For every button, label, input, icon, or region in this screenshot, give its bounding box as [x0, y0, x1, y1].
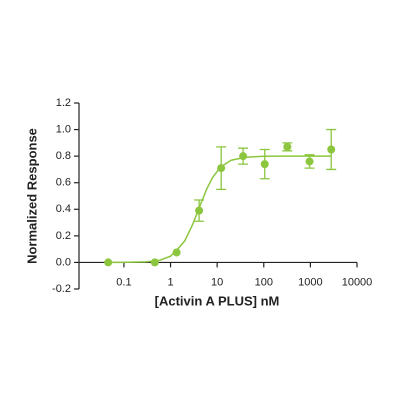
- y-tick-label: 0.6: [56, 177, 71, 189]
- x-tick-label: 100: [255, 276, 273, 288]
- y-tick-label: 1.2: [56, 97, 71, 109]
- x-axis-label: [Activin A PLUS] nM: [155, 293, 280, 308]
- y-tick-label: -0.2: [52, 283, 71, 295]
- x-tick-label: 0.1: [116, 276, 131, 288]
- data-point: [217, 164, 226, 173]
- data-point: [239, 152, 248, 161]
- y-tick-label: 0.4: [56, 203, 71, 215]
- x-tick-label: 10: [211, 276, 223, 288]
- fit-curve: [108, 155, 332, 264]
- x-tick-label: 10000: [342, 276, 373, 288]
- data-point: [172, 248, 181, 257]
- y-tick-label: 0.8: [56, 150, 71, 162]
- data-point: [195, 206, 204, 215]
- y-tick-label: 0.0: [56, 256, 71, 268]
- data-point: [305, 157, 314, 166]
- y-tick-label: 0.2: [56, 230, 71, 242]
- x-tick-label: 1000: [298, 276, 322, 288]
- data-point: [327, 145, 336, 154]
- y-axis-label: Normalized Response: [24, 128, 39, 264]
- data-point: [260, 160, 269, 169]
- data-point: [150, 258, 159, 267]
- data-point: [104, 258, 113, 267]
- data-point: [283, 142, 292, 151]
- y-tick-label: 1.0: [56, 123, 71, 135]
- x-tick-label: 1: [167, 276, 173, 288]
